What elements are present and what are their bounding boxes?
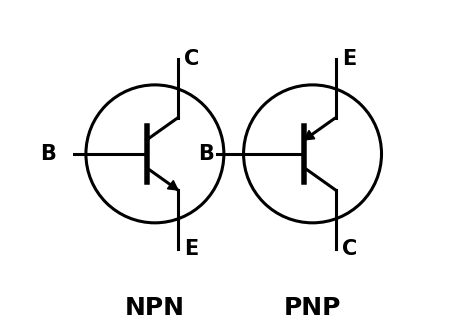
- Text: B: B: [40, 144, 56, 164]
- Text: C: C: [342, 239, 357, 259]
- Text: B: B: [198, 144, 214, 164]
- Text: E: E: [184, 239, 199, 259]
- Text: NPN: NPN: [125, 296, 185, 320]
- Text: PNP: PNP: [284, 296, 341, 320]
- Text: E: E: [342, 49, 356, 68]
- Text: C: C: [184, 49, 200, 68]
- Polygon shape: [167, 181, 178, 190]
- Polygon shape: [304, 131, 315, 140]
